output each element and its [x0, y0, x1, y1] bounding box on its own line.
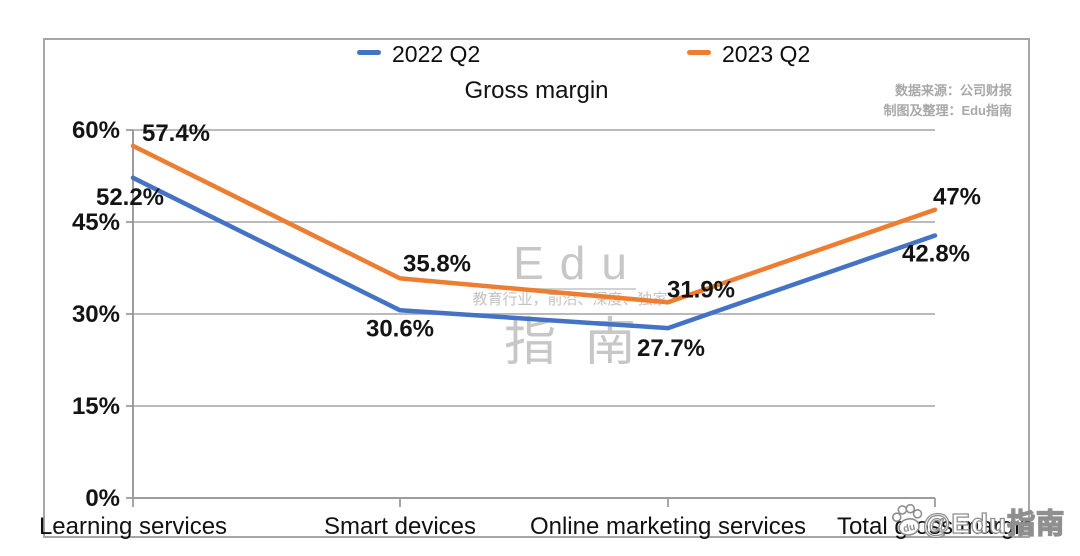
chart-frame — [43, 38, 1030, 538]
legend-swatch-2023-q2 — [687, 50, 711, 55]
source-note-line-1: 数据来源：公司财报 — [894, 83, 1012, 98]
legend-label-2022-q2: 2022 Q2 — [392, 41, 481, 67]
chart-title: Gross margin — [464, 77, 609, 104]
legend-item-2023-q2: 2023 Q2 — [687, 41, 810, 68]
source-note-line-2: 制图及整理：Edu指南 — [883, 103, 1012, 118]
legend-label-2023-q2: 2023 Q2 — [722, 41, 811, 67]
legend-swatch-2022-q2 — [357, 50, 381, 55]
legend-item-2022-q2: 2022 Q2 — [357, 41, 480, 68]
source-note: 数据来源：公司财报 制图及整理：Edu指南 — [883, 81, 1012, 121]
